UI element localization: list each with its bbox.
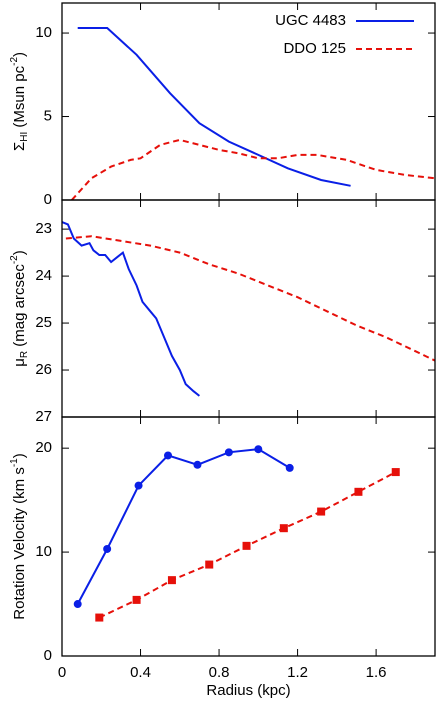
y-label-sup: -2	[9, 57, 20, 66]
y-label-part: Rotation Velocity (km s	[11, 467, 28, 620]
y-label-sup: -2	[9, 255, 20, 264]
marker	[95, 613, 104, 622]
x-tick-label: 1.2	[287, 664, 308, 681]
series-line	[77, 27, 351, 187]
legend-label: UGC 4483	[275, 12, 346, 29]
marker	[205, 560, 214, 569]
marker	[317, 507, 326, 516]
y-label-part: (mag arcsec	[11, 264, 28, 351]
y-tick-label: 23	[35, 220, 52, 237]
y-label-sup: -1	[9, 458, 20, 467]
marker	[132, 595, 141, 604]
y-axis-label: Rotation Velocity (km s-1​)	[9, 453, 28, 619]
marker	[103, 544, 112, 553]
series-line	[65, 235, 435, 362]
series-line	[62, 221, 201, 397]
y-axis-label: μR​ (mag arcsec-2​)	[9, 250, 30, 367]
series-line	[76, 448, 291, 605]
marker	[224, 448, 233, 457]
panel: 0 5 10 ΣHI​ (Msun pc-2​) UGC 4483 DDO 125	[9, 2, 436, 208]
panel: 23 24 25 26 27 μR​ (mag arcsec-2​)	[9, 199, 436, 425]
x-tick-label: 1.6	[366, 664, 387, 681]
y-tick-label: 25	[35, 314, 52, 331]
y-tick-label: 27	[35, 408, 52, 425]
x-axis-label: Radius (kpc)	[206, 682, 290, 699]
x-tick-label: 0.4	[130, 664, 151, 681]
marker	[242, 541, 251, 550]
plot-frame	[61, 416, 436, 657]
y-tick-label: 20	[35, 439, 52, 456]
panel: 0 10 20 0 0.4 0.8 1.2 1.6 Radius (kpc) Rotation V…	[9, 416, 436, 699]
y-label-part: Σ	[11, 142, 28, 151]
y-axis-label: ΣHI​ (Msun pc-2​)	[9, 52, 30, 151]
marker	[391, 468, 400, 477]
y-label-part: μ	[11, 358, 28, 367]
y-label-part: )	[11, 250, 28, 255]
y-label-sub: HI	[19, 132, 30, 142]
x-tick-label: 0.8	[209, 664, 230, 681]
y-tick-label: 0	[44, 647, 52, 664]
y-tick-label: 10	[35, 543, 52, 560]
series-line	[71, 138, 435, 200]
y-tick-label: 5	[44, 107, 52, 124]
y-label-part: )	[11, 453, 28, 458]
y-tick-label: 24	[35, 267, 52, 284]
marker	[285, 463, 294, 472]
y-label-part: (Msun pc	[11, 65, 28, 131]
plot-frame	[61, 199, 436, 418]
marker	[193, 460, 202, 469]
marker	[167, 576, 176, 585]
marker	[164, 451, 173, 460]
marker	[254, 445, 263, 454]
x-tick-label: 0	[58, 664, 66, 681]
marker	[279, 524, 288, 533]
marker	[134, 481, 143, 490]
marker	[354, 487, 363, 496]
y-tick-label: 10	[35, 24, 52, 41]
y-tick-label: 26	[35, 361, 52, 378]
y-label-part: )	[11, 52, 28, 57]
y-label-sub: R	[19, 351, 30, 358]
marker	[73, 600, 82, 609]
y-tick-label: 0	[44, 191, 52, 208]
legend-label: DDO 125	[283, 40, 346, 57]
